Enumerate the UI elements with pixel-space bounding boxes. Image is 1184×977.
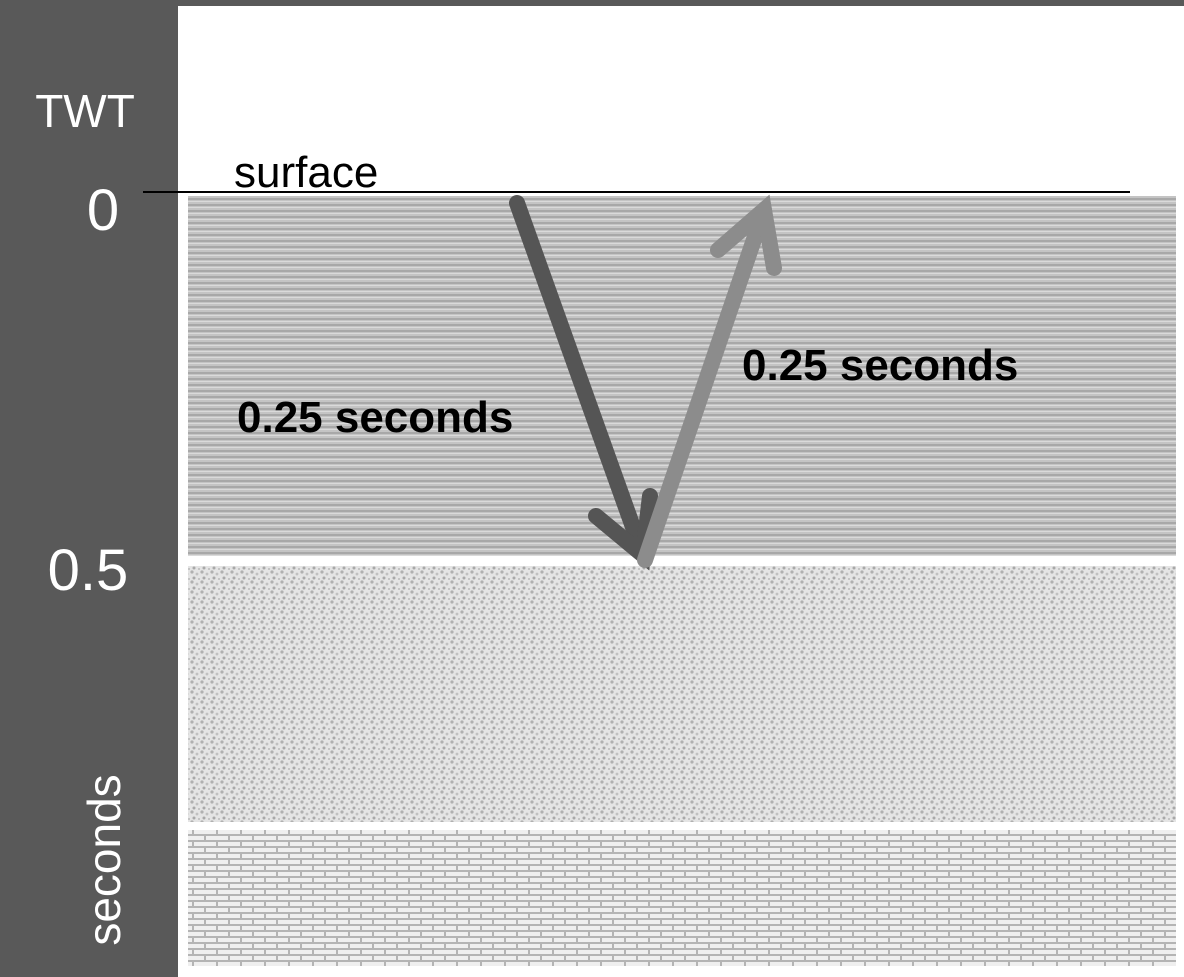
page: TWT 0 0.5 seconds surface 0.25 seconds 0… [0, 0, 1184, 977]
axis-unit: seconds [78, 774, 130, 945]
layer-2 [188, 566, 1176, 822]
path-label: 0.25 seconds [742, 341, 1018, 390]
path-label: 0.25 seconds [237, 393, 513, 442]
tick-label: 0.5 [48, 538, 129, 603]
surface-label: surface [234, 148, 378, 197]
diagram: TWT 0 0.5 seconds surface 0.25 seconds 0… [0, 0, 1184, 977]
tick-label: 0 [87, 178, 119, 243]
axis-title: TWT [35, 85, 135, 137]
layer-3 [188, 830, 1176, 966]
layer-1 [188, 196, 1176, 556]
